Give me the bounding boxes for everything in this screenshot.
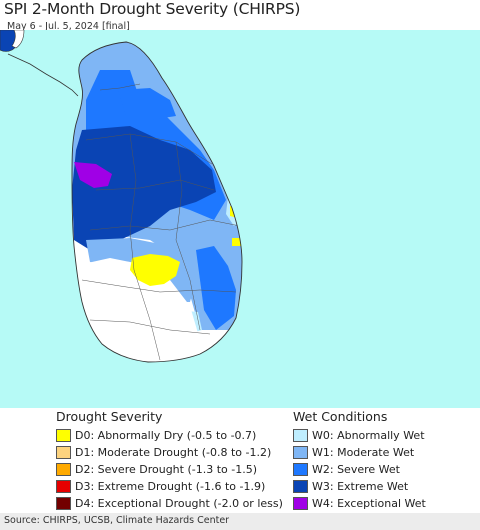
swatch-d0 <box>56 429 71 442</box>
legend-label-d4: D4: Exceptional Drought (-2.0 or less) <box>75 497 283 510</box>
map-subtitle: May 6 - Jul. 5, 2024 [final] <box>7 21 130 32</box>
swatch-d3 <box>56 480 71 493</box>
swatch-w1 <box>293 446 308 459</box>
swatch-w2 <box>293 463 308 476</box>
legend-label-w2: W2: Severe Wet <box>312 463 400 476</box>
map-title: SPI 2-Month Drought Severity (CHIRPS) <box>4 0 301 18</box>
map-svg <box>0 29 243 363</box>
legend-item-d3: D3: Extreme Drought (-1.6 to -1.9) <box>56 478 265 495</box>
legend-item-w0: W0: Abnormally Wet <box>293 427 425 444</box>
map-panel <box>0 29 480 408</box>
region-extreme-wet-northwest <box>72 126 216 250</box>
footer-bar: Source: CHIRPS, UCSB, Climate Hazards Ce… <box>0 513 480 530</box>
region-abnormally-dry-east-2 <box>232 238 242 246</box>
adams-bridge-line <box>7 53 79 97</box>
source-credit: Source: CHIRPS, UCSB, Climate Hazards Ce… <box>4 515 230 526</box>
legend-item-w4: W4: Exceptional Wet <box>293 495 426 512</box>
region-exceptional-wet <box>74 162 112 188</box>
swatch-d2 <box>56 463 71 476</box>
island-outline <box>71 41 243 363</box>
legend-item-d1: D1: Moderate Drought (-0.8 to -1.2) <box>56 444 271 461</box>
swatch-w3 <box>293 480 308 493</box>
region-severe-wet-east <box>196 246 236 330</box>
legend-item-d4: D4: Exceptional Drought (-2.0 or less) <box>56 495 283 512</box>
mainland-coast-white <box>11 29 25 49</box>
legend-item-w2: W2: Severe Wet <box>293 461 400 478</box>
legend-item-w1: W1: Moderate Wet <box>293 444 414 461</box>
legend-item-d2: D2: Severe Drought (-1.3 to -1.5) <box>56 461 257 478</box>
region-extreme-wet-north <box>118 88 176 120</box>
swatch-d1 <box>56 446 71 459</box>
wet-legend-title: Wet Conditions <box>293 409 388 424</box>
legend-label-d0: D0: Abnormally Dry (-0.5 to -0.7) <box>75 429 257 442</box>
region-abnormally-dry-east <box>230 206 238 218</box>
swatch-w4 <box>293 497 308 510</box>
drought-legend-title: Drought Severity <box>56 409 163 424</box>
legend-label-d2: D2: Severe Drought (-1.3 to -1.5) <box>75 463 258 476</box>
legend-item-w3: W3: Extreme Wet <box>293 478 408 495</box>
swatch-d4 <box>56 497 71 510</box>
district-boundaries <box>81 83 241 361</box>
region-normal-southwest <box>72 258 200 362</box>
legend-label-w0: W0: Abnormally Wet <box>312 429 425 442</box>
legend-label-d1: D1: Moderate Drought (-0.8 to -1.2) <box>75 446 272 459</box>
legend-label-w4: W4: Exceptional Wet <box>312 497 426 510</box>
region-abnormally-dry-central <box>130 254 180 286</box>
legend-item-d0: D0: Abnormally Dry (-0.5 to -0.7) <box>56 427 256 444</box>
swatch-w0 <box>293 429 308 442</box>
legend-label-d3: D3: Extreme Drought (-1.6 to -1.9) <box>75 480 266 493</box>
legend-label-w3: W3: Extreme Wet <box>312 480 409 493</box>
legend-label-w1: W1: Moderate Wet <box>312 446 415 459</box>
